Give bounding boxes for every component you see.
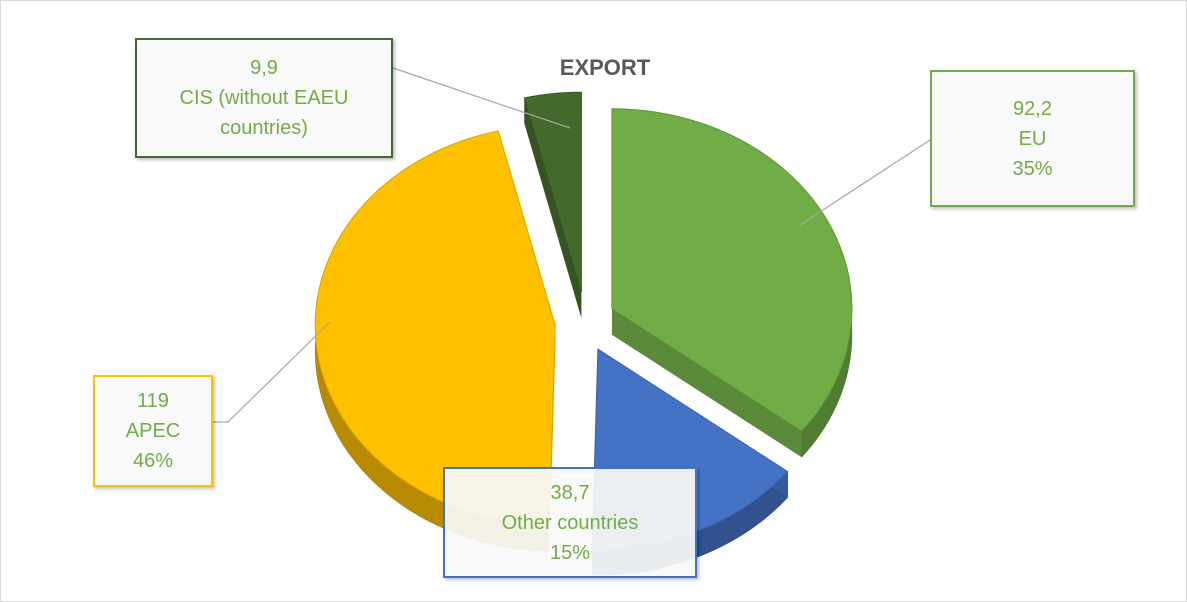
label-line: 46% <box>132 450 174 472</box>
label-line: 92,2 <box>1013 97 1052 120</box>
data-label: 9,9 CIS (without EAEU countries) <box>135 38 393 158</box>
label-line: CIS (without EAEU countries) <box>179 87 349 139</box>
label-line: 15% <box>549 541 591 564</box>
label-line: 9,9 <box>250 57 278 79</box>
slice <box>611 108 853 432</box>
label-line: 119 <box>137 390 169 412</box>
label-line: 35% <box>1012 157 1053 180</box>
slice-wall <box>524 97 582 319</box>
leader-line <box>213 321 331 423</box>
slice <box>523 91 582 293</box>
chart-title: EXPORT <box>559 55 651 80</box>
slice-wall <box>611 308 802 458</box>
data-label: 119 APEC 46% <box>93 375 213 487</box>
label-line: 38,7 <box>550 481 590 504</box>
label-line: APEC <box>125 420 181 442</box>
data-label: 92,2 EU 35% <box>930 70 1135 207</box>
leader-line <box>799 139 931 226</box>
data-label: 38,7 Other countries 15% <box>443 467 697 578</box>
leader-line <box>392 67 571 129</box>
label-line: EU <box>1018 127 1047 150</box>
label-line: Other countries <box>501 511 639 534</box>
